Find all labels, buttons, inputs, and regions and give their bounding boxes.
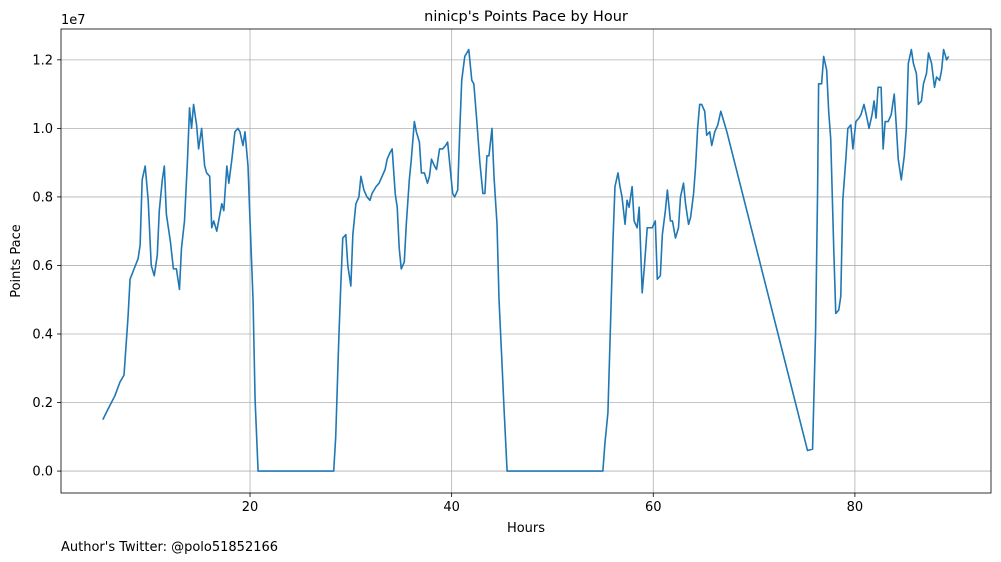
y-tick-label: 0.8 (32, 190, 53, 205)
y-tick-label: 0.6 (32, 259, 53, 274)
x-tick-label: 40 (443, 500, 460, 515)
plot-frame (60, 28, 992, 494)
x-tick-label: 20 (242, 500, 259, 515)
x-axis-label: Hours (507, 521, 545, 536)
x-tick-label: 80 (847, 500, 864, 515)
y-offset-text: 1e7 (61, 13, 86, 28)
y-tick-label: 1.2 (32, 53, 53, 68)
y-tick-label: 0.2 (32, 396, 53, 411)
y-axis-label: Points Pace (9, 224, 24, 298)
x-tick-label: 60 (645, 500, 662, 515)
chart-title: ninicp's Points Pace by Hour (424, 9, 628, 25)
y-tick-label: 0.0 (32, 465, 53, 480)
data-line (102, 48, 950, 472)
footer: Author's Twitter: @polo51852166 (61, 540, 278, 555)
y-tick-label: 0.4 (32, 327, 53, 342)
y-tick-label: 1.0 (32, 122, 53, 137)
